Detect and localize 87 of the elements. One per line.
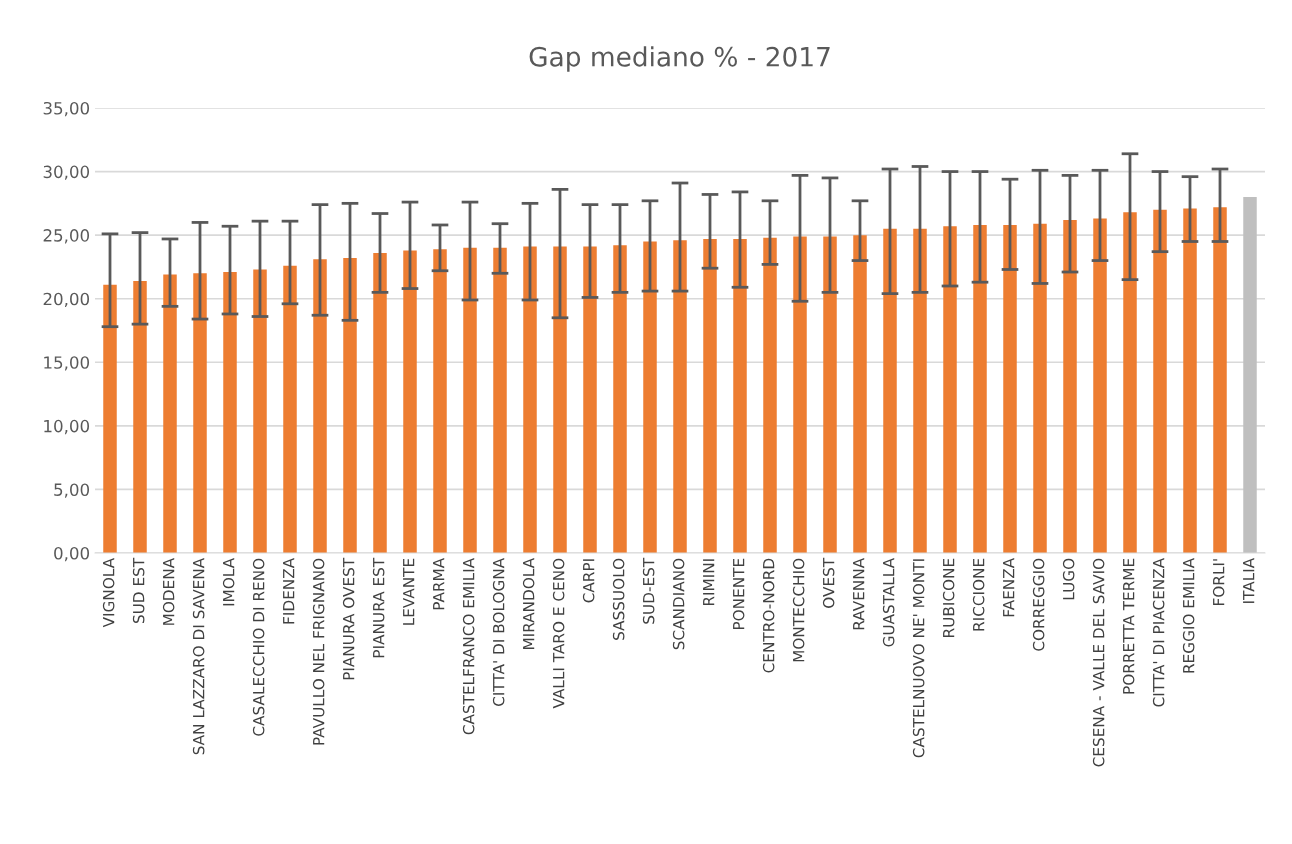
bar [223,272,237,553]
x-tick-label: PONENTE [732,558,745,630]
bar [433,249,447,553]
bar [703,238,717,553]
bar [493,247,507,553]
y-tick-label: 20,00 [43,292,90,307]
bar [673,240,687,553]
x-tick-label: CASTELNUOVO NE' MONTI [912,559,925,758]
x-tick-label: CASALECCHIO DI RENO [252,558,265,736]
x-tick-label: SUD EST [132,557,145,624]
bar [583,246,597,553]
bar [463,247,477,553]
x-tick-label: FORLI' [1212,559,1225,606]
x-tick-label: SASSUOLO [612,558,625,640]
bar [853,235,867,553]
bar [103,284,117,553]
x-tick-label: PIANURA OVEST [342,557,355,680]
x-tick-label: LEVANTE [403,558,415,625]
bar [163,274,177,553]
bar [823,236,837,553]
x-tick-label: VIGNOLA [102,557,115,628]
x-tick-label: MODENA [162,557,175,625]
bar [523,246,537,553]
bar [613,245,627,553]
x-tick-label: RIMINI [703,559,715,606]
x-tick-label: MIRANDOLA [522,557,535,650]
bar [343,258,357,553]
bar [313,259,327,553]
bar [643,241,657,553]
bar [733,238,747,553]
x-tick-label: SUD-EST [642,557,655,624]
bar [1243,197,1257,553]
x-tick-label: IMOLA [222,557,235,606]
bar [1093,218,1107,553]
bar [1153,209,1167,553]
x-tick-label: GUASTALLA [882,557,895,647]
bar [1213,207,1227,553]
bar [1063,219,1077,553]
bar [553,246,567,553]
x-tick-label: PAVULLO NEL FRIGNANO [312,558,325,745]
bar [403,250,417,553]
bar [193,273,207,553]
bar [763,237,777,553]
x-tick-label: OVEST [822,557,835,608]
bar [133,280,147,553]
x-tick-label: CITTA' DI PIACENZA [1152,557,1165,707]
x-tick-label: CASTELFRANCO EMILIA [462,558,475,735]
x-tick-label: CITTA' DI BOLOGNA [492,557,505,706]
x-tick-label: VALLI TARO E CENO [552,558,565,709]
y-tick-label: 25,00 [43,229,90,244]
bar [943,226,957,553]
y-tick-label: 5,00 [54,483,90,498]
bar [373,252,387,553]
x-tick-label: PIANURA EST [372,557,385,658]
x-tick-label: CARPI [582,559,595,603]
x-tick-label: ITALIA [1243,557,1255,603]
x-tick-label: SAN LAZZARO DI SAVENA [192,557,205,755]
x-tick-label: RAVENNA [853,557,865,630]
bar [1123,212,1137,553]
chart-title: Gap mediano % - 2017 [529,46,830,72]
y-tick-label: 0,00 [54,546,90,562]
x-tick-label: CORREGGIO [1032,558,1045,651]
bar [1003,224,1017,553]
x-tick-label: PARMA [433,557,445,610]
x-tick-label: FAENZA [1003,557,1015,617]
x-tick-label: REGGIO EMILIA [1182,557,1195,673]
bar [913,228,927,553]
bar [253,269,267,553]
y-tick-label: 35,00 [43,101,90,117]
bar [1033,223,1047,553]
x-tick-label: FIDENZA [283,557,295,624]
x-tick-label: SCANDIANO [672,558,685,650]
y-tick-label: 15,00 [44,356,90,371]
bar [283,265,297,553]
bar [973,224,987,553]
x-tick-label: CESENA - VALLE DEL SAVIO [1092,558,1105,767]
x-tick-label: RICCIONE [972,558,985,631]
x-tick-label: RUBICONE [942,558,955,637]
x-tick-label: LUGO [1062,558,1075,600]
bar [1183,208,1197,553]
bar [883,228,897,553]
x-tick-label: PORRETTA TERME [1122,558,1135,694]
y-tick-label: 30,00 [43,165,90,180]
x-tick-label: MONTECCHIO [792,558,805,662]
bar [793,236,807,553]
y-tick-label: 10,00 [44,419,90,435]
x-tick-label: CENTRO-NORD [762,558,775,673]
